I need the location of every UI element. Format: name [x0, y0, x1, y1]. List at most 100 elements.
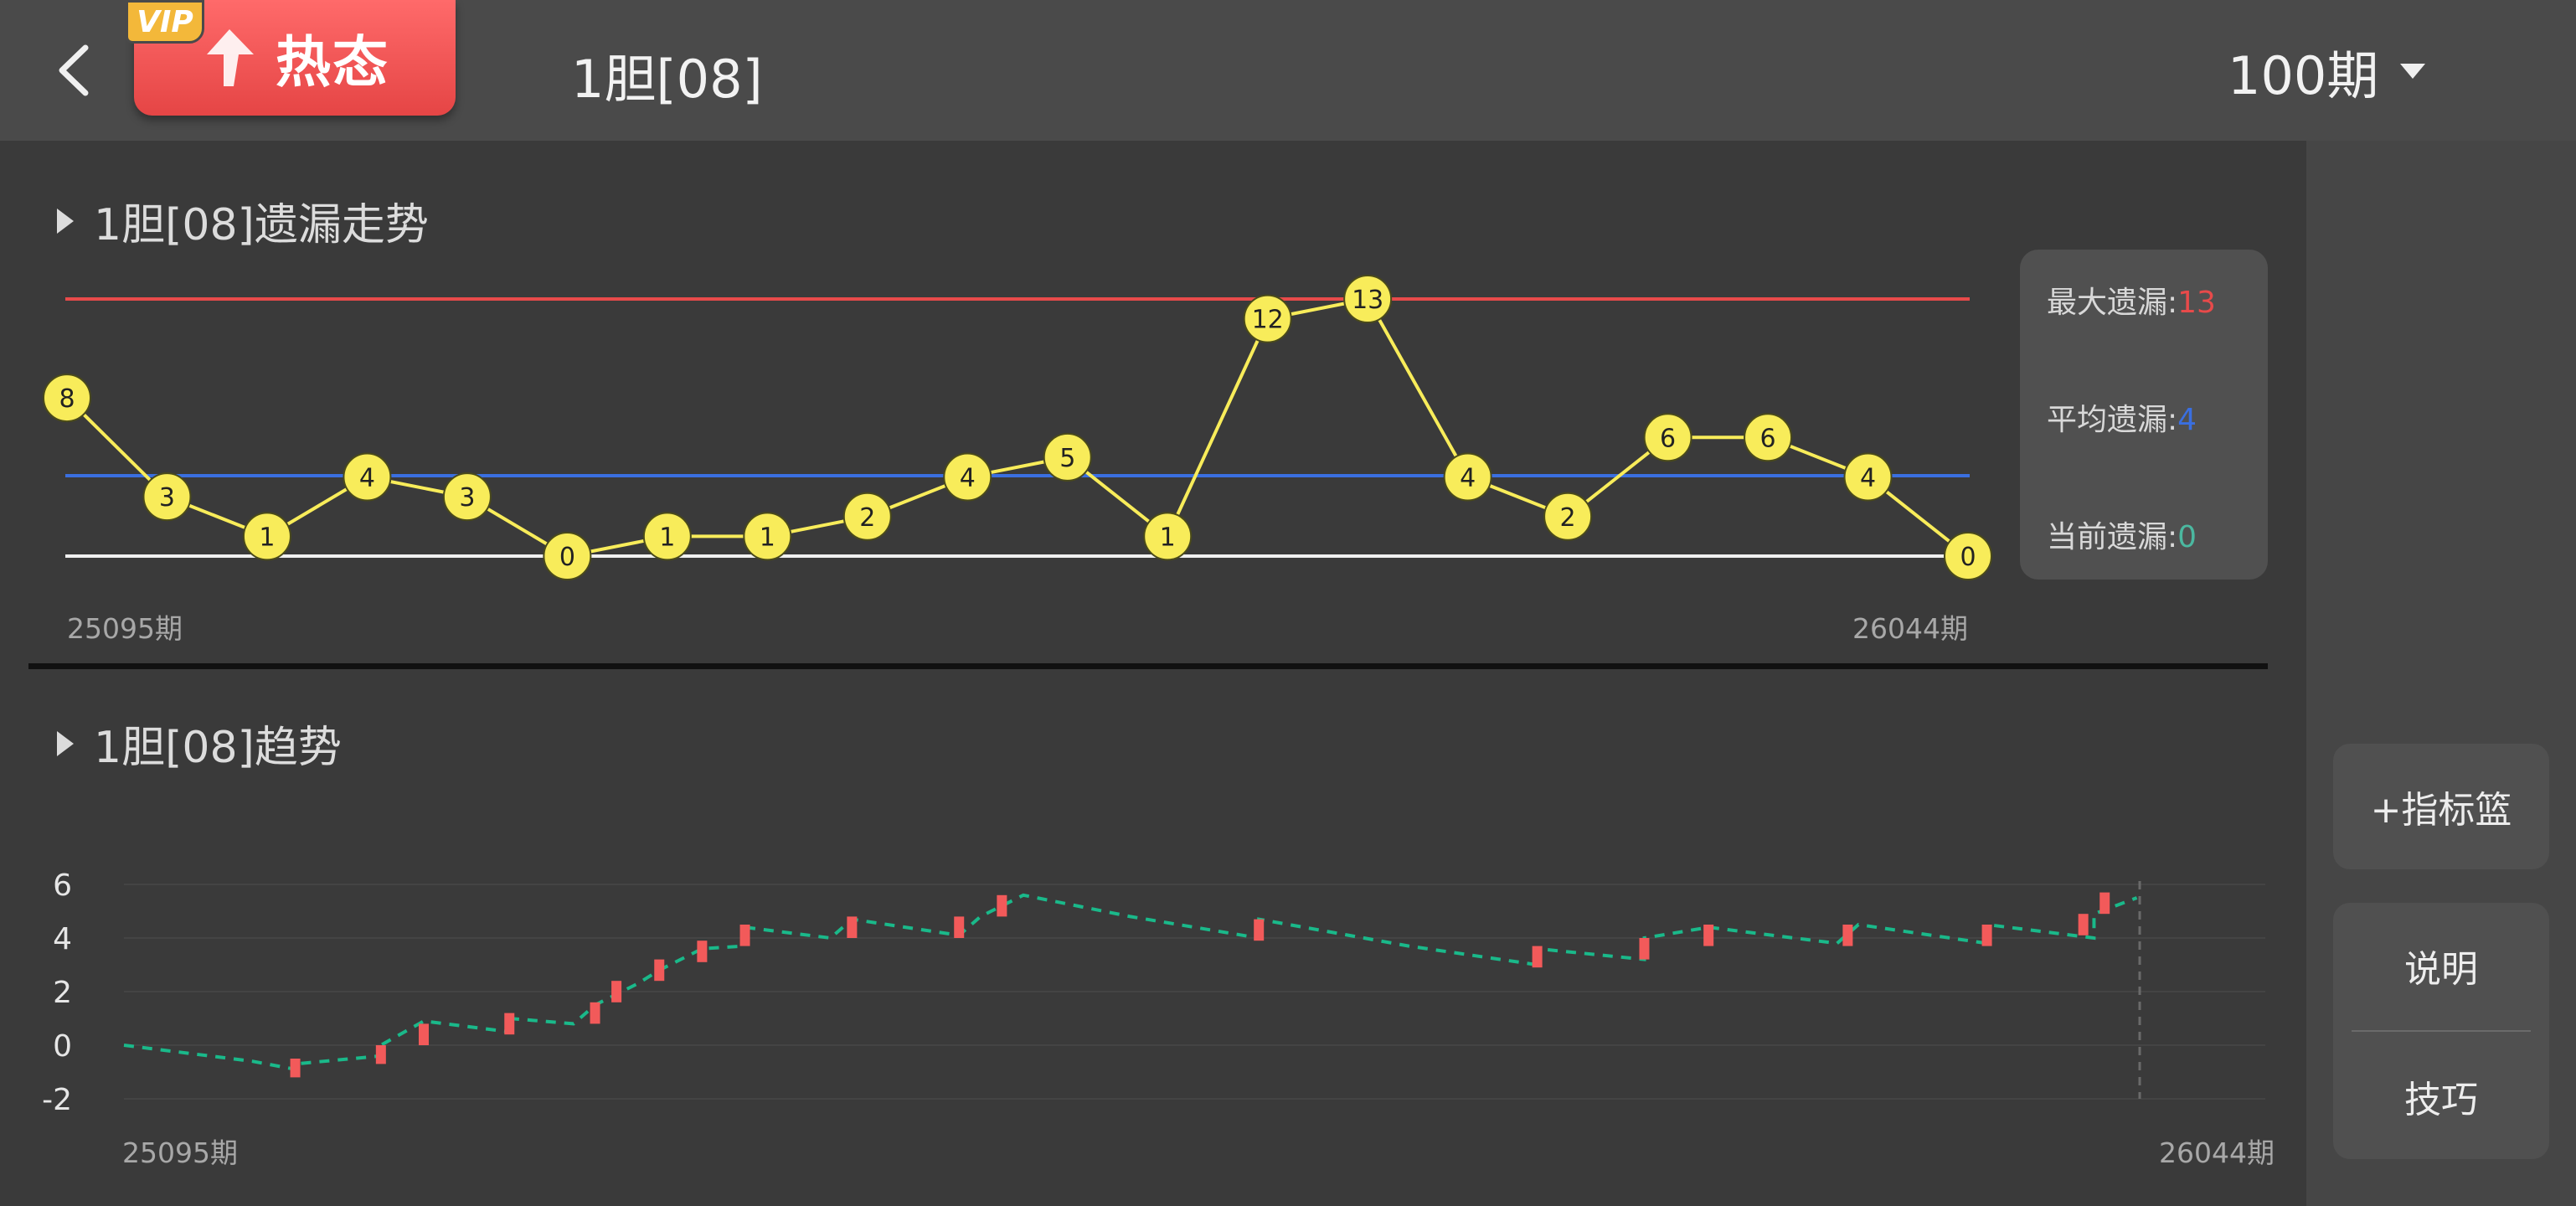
- trend-title-text: 1胆[08]趋势: [94, 723, 342, 773]
- trend-line: [123, 893, 2138, 1072]
- explain-button[interactable]: 说明: [2404, 948, 2478, 991]
- page-title: 1胆[08]: [571, 49, 763, 110]
- trend-candle: [590, 1002, 600, 1024]
- missing-point[interactable]: [543, 532, 592, 580]
- missing-point[interactable]: [43, 374, 91, 423]
- missing-point[interactable]: [1543, 492, 1593, 541]
- trend-candle: [1639, 938, 1650, 960]
- missing-point-label: 13: [1352, 286, 1383, 315]
- missing-point-label: 0: [1960, 543, 1976, 572]
- missing-point[interactable]: [943, 452, 992, 502]
- missing-point-label: 4: [1460, 464, 1476, 493]
- trend-candle: [611, 981, 622, 1002]
- missing-point-label: 4: [1860, 464, 1876, 493]
- missing-point[interactable]: [1443, 452, 1492, 502]
- indicator-basket-button[interactable]: +指标篮: [2333, 744, 2549, 869]
- trend-series-line: [123, 893, 2138, 1072]
- missing-point[interactable]: [1043, 432, 1092, 482]
- trend-title[interactable]: 1胆[08]趋势: [55, 712, 342, 775]
- triangle-right-icon: [57, 730, 74, 756]
- hot-status-tag[interactable]: 热态: [134, 0, 456, 116]
- trend-candle: [847, 916, 858, 938]
- missing-point[interactable]: [743, 512, 792, 561]
- trend-y-tick-label: 0: [53, 1029, 72, 1064]
- stat-max-label: 最大遗漏:: [2047, 286, 2178, 320]
- vip-badge: VIP: [126, 0, 204, 44]
- missing-point[interactable]: [1944, 532, 1992, 580]
- trend-candles: [290, 892, 2110, 1078]
- trend-candle: [1703, 925, 1714, 946]
- missing-stats-box: 最大遗漏:13 平均遗漏:4 当前遗漏:0: [2020, 250, 2268, 580]
- missing-trend-title-text: 1胆[08]遗漏走势: [94, 200, 429, 250]
- arrow-up-icon: [207, 29, 254, 86]
- missing-point-label: 2: [1560, 503, 1576, 533]
- stat-current-value: 0: [2177, 520, 2197, 554]
- hot-tag-label: 热态: [276, 30, 389, 95]
- missing-point[interactable]: [1143, 512, 1193, 561]
- missing-point-label: 12: [1252, 306, 1284, 335]
- trend-candle: [1532, 946, 1543, 968]
- trend-candle: [418, 1023, 429, 1045]
- missing-point[interactable]: [1243, 294, 1292, 343]
- trend-candle: [290, 1059, 301, 1078]
- trend-candle: [2099, 892, 2110, 915]
- missing-point[interactable]: [142, 472, 192, 522]
- chevron-left-icon: [59, 44, 89, 96]
- missing-point[interactable]: [642, 512, 692, 561]
- top-bar: 热态 VIP 1胆[08] 100期: [0, 0, 2576, 141]
- trend-chart: 6 4 2 0 -2: [42, 868, 2265, 1117]
- trend-candle: [997, 894, 1007, 917]
- trend-candle: [697, 941, 708, 962]
- missing-point-label: 1: [659, 523, 675, 552]
- trend-candle: [2078, 914, 2089, 935]
- stat-average-label: 平均遗漏:: [2047, 403, 2178, 437]
- missing-point-label: 0: [559, 543, 575, 572]
- stat-max-value: 13: [2177, 286, 2216, 320]
- trend-candle: [504, 1013, 515, 1035]
- missing-point-label: 5: [1059, 444, 1075, 473]
- trend-end-label: 26044期: [2159, 1136, 2275, 1169]
- stat-current-label: 当前遗漏:: [2047, 520, 2178, 554]
- trend-candle: [1842, 925, 1853, 946]
- missing-point-label: 3: [459, 483, 475, 513]
- missing-point[interactable]: [343, 452, 392, 502]
- missing-point[interactable]: [842, 492, 892, 541]
- stat-current: 当前遗漏:0: [2047, 513, 2197, 556]
- missing-point[interactable]: [1643, 413, 1692, 462]
- trend-candle: [654, 959, 665, 982]
- missing-point-label: 4: [359, 464, 375, 493]
- trend-y-tick-label: 2: [53, 976, 72, 1010]
- trend-y-tick-label: 6: [53, 868, 72, 903]
- missing-point-label: 8: [59, 384, 75, 414]
- main-content: [0, 141, 2306, 1206]
- back-button[interactable]: [33, 28, 117, 112]
- trend-grid: [124, 884, 2265, 1100]
- missing-point[interactable]: [1744, 413, 1793, 462]
- missing-point-label: 3: [159, 483, 175, 513]
- missing-point-label: 1: [760, 523, 775, 552]
- missing-point[interactable]: [1843, 452, 1893, 502]
- trend-y-tick-label: 4: [53, 922, 72, 956]
- missing-point-label: 4: [960, 464, 976, 493]
- stat-average: 平均遗漏:4: [2047, 395, 2197, 439]
- missing-point-label: 6: [1660, 424, 1676, 453]
- trend-candle: [375, 1045, 386, 1064]
- missing-point-label: 2: [859, 503, 875, 533]
- missing-trend-title[interactable]: 1胆[08]遗漏走势: [55, 189, 429, 252]
- tips-button[interactable]: 技巧: [2404, 1079, 2478, 1121]
- period-select[interactable]: 100期: [2228, 34, 2427, 109]
- missing-point[interactable]: [1343, 275, 1393, 323]
- stat-average-value: 4: [2177, 403, 2197, 437]
- trend-candle: [1981, 925, 1992, 946]
- period-select-value: 100期: [2228, 45, 2379, 106]
- missing-point[interactable]: [442, 472, 492, 522]
- help-group-divider: [2352, 1030, 2531, 1032]
- trend-candle: [739, 925, 750, 946]
- missing-point[interactable]: [242, 512, 291, 561]
- trend-candle: [954, 916, 965, 938]
- help-button-group: 说明 技巧: [2333, 903, 2549, 1159]
- trend-start-label: 25095期: [122, 1136, 238, 1169]
